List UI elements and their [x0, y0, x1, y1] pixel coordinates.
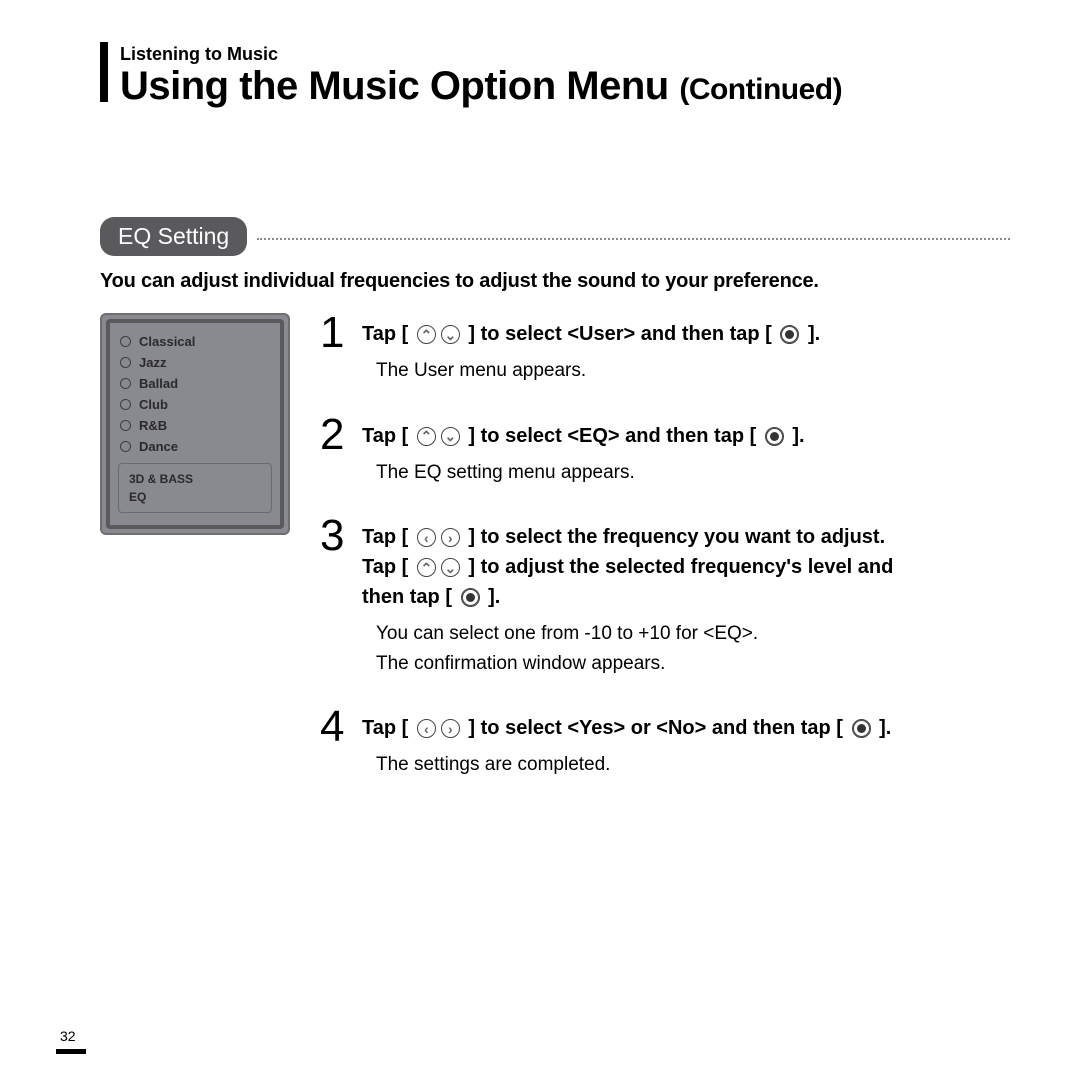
step-description: You can select one from -10 to +10 for <… [376, 620, 893, 677]
enter-icon [461, 588, 480, 607]
step-description: The EQ setting menu appears. [376, 459, 805, 487]
device-menu-label: Club [139, 397, 168, 412]
left-right-icon: ‹› [417, 719, 460, 738]
device-menu-item: Dance [110, 436, 280, 457]
section-pill: EQ Setting [100, 217, 247, 256]
step: 2Tap [ ⌃⌄ ] to select <EQ> and then tap … [320, 415, 893, 487]
step-number: 3 [320, 516, 362, 556]
device-menu-label: Dance [139, 439, 178, 454]
step-number: 2 [320, 415, 362, 455]
device-menu-item: Classical [110, 331, 280, 352]
step: 3Tap [ ‹› ] to select the frequency you … [320, 516, 893, 677]
step-title: Tap [ ‹› ] to select <Yes> or <No> and t… [362, 713, 891, 743]
device-extra-item: 3D & BASS [129, 470, 261, 488]
radio-icon [120, 441, 131, 452]
device-extra-item: EQ [129, 488, 261, 506]
radio-icon [120, 357, 131, 368]
step-description: The User menu appears. [376, 357, 820, 385]
title-main: Using the Music Option Menu [120, 64, 679, 108]
up-down-icon: ⌃⌄ [417, 325, 460, 344]
radio-icon [120, 336, 131, 347]
device-menu-item: Ballad [110, 373, 280, 394]
section-dots [257, 238, 1010, 240]
page-number: 32 [60, 1028, 76, 1044]
step: 4Tap [ ‹› ] to select <Yes> or <No> and … [320, 707, 893, 779]
enter-icon [765, 427, 784, 446]
device-menu-item: Club [110, 394, 280, 415]
page-title: Using the Music Option Menu (Continued) [120, 65, 1010, 107]
left-right-icon: ‹› [417, 528, 460, 547]
device-screenshot: Classical Jazz Ballad Club R&B Dance 3D & BAS… [100, 313, 290, 535]
step-number: 1 [320, 313, 362, 353]
step-title: Tap [ ⌃⌄ ] to select <EQ> and then tap [… [362, 421, 805, 451]
step-title: then tap [ ]. [362, 582, 893, 612]
enter-icon [852, 719, 871, 738]
step-title: Tap [ ⌃⌄ ] to adjust the selected freque… [362, 552, 893, 582]
step-title: Tap [ ‹› ] to select the frequency you w… [362, 522, 893, 552]
device-menu-label: Classical [139, 334, 195, 349]
device-menu-label: R&B [139, 418, 167, 433]
section-intro: You can adjust individual frequencies to… [100, 270, 1010, 293]
radio-icon [120, 399, 131, 410]
step-title: Tap [ ⌃⌄ ] to select <User> and then tap… [362, 319, 820, 349]
footer-rule [56, 1049, 86, 1054]
device-menu-label: Ballad [139, 376, 178, 391]
device-menu-label: Jazz [139, 355, 166, 370]
radio-icon [120, 378, 131, 389]
up-down-icon: ⌃⌄ [417, 558, 460, 577]
device-menu-item: R&B [110, 415, 280, 436]
title-rule [100, 42, 108, 102]
step: 1Tap [ ⌃⌄ ] to select <User> and then ta… [320, 313, 893, 385]
device-menu-item: Jazz [110, 352, 280, 373]
title-sub: (Continued) [679, 73, 842, 106]
step-description: The settings are completed. [376, 751, 891, 779]
step-number: 4 [320, 707, 362, 747]
up-down-icon: ⌃⌄ [417, 427, 460, 446]
enter-icon [780, 325, 799, 344]
radio-icon [120, 420, 131, 431]
breadcrumb: Listening to Music [120, 42, 1010, 65]
